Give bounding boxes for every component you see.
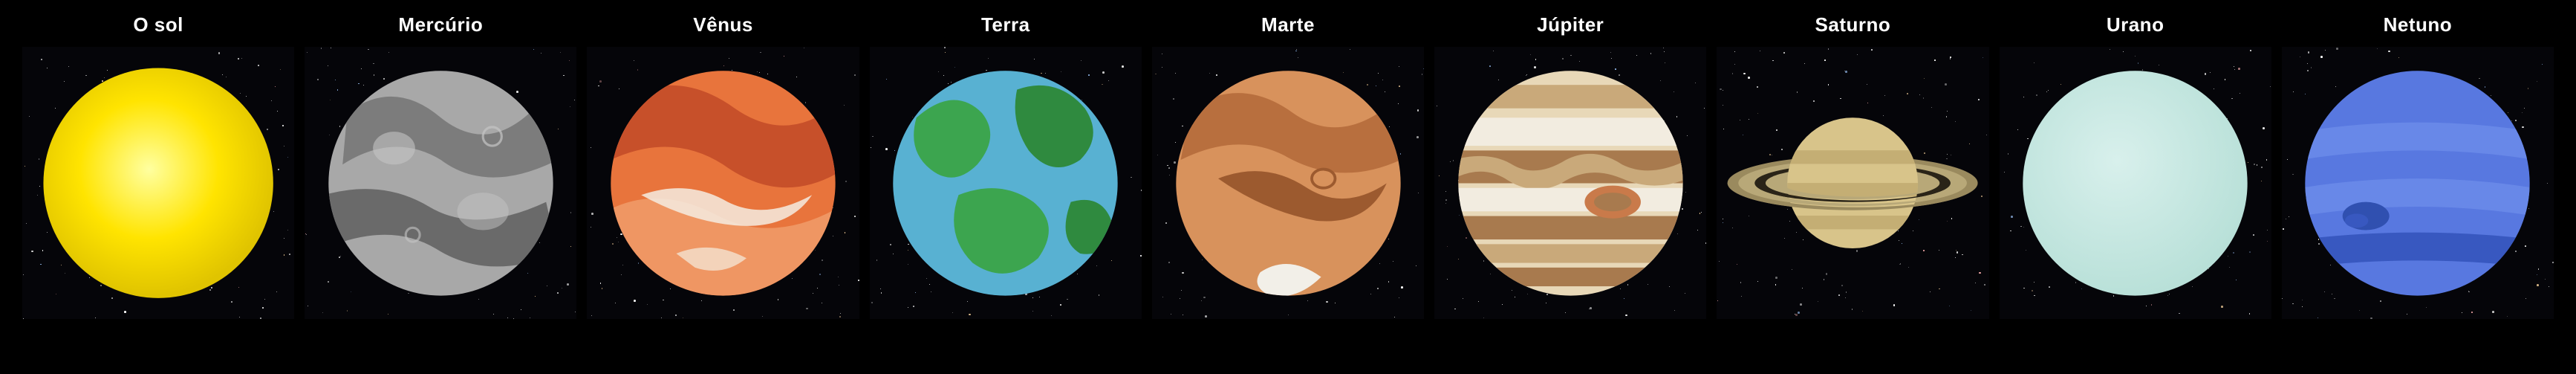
tile-earth: [870, 47, 1142, 319]
cell-sun: O sol: [22, 6, 294, 344]
label-saturn: Saturno: [1815, 6, 1891, 47]
label-venus: Vênus: [693, 6, 753, 47]
jupiter-graphic: [1454, 66, 1688, 300]
cell-neptune: Netuno: [2282, 6, 2554, 344]
sun-graphic: [39, 63, 278, 303]
label-sun: O sol: [133, 6, 183, 47]
venus-graphic: [606, 66, 840, 300]
tile-saturn: [1717, 47, 1988, 319]
label-neptune: Netuno: [2384, 6, 2453, 47]
tile-uranus: [2000, 47, 2271, 319]
mars-graphic: [1171, 66, 1405, 300]
label-mercury: Mercúrio: [398, 6, 483, 47]
label-earth: Terra: [981, 6, 1030, 47]
solar-system-row: O sol Mercúrio: [0, 0, 2576, 374]
tile-venus: [587, 47, 859, 319]
tile-jupiter: [1434, 47, 1706, 319]
mercury-graphic: [324, 66, 558, 300]
neptune-graphic: [2300, 66, 2534, 300]
cell-mercury: Mercúrio: [305, 6, 576, 344]
tile-neptune: [2282, 47, 2554, 319]
tile-mercury: [305, 47, 576, 319]
label-jupiter: Júpiter: [1537, 6, 1604, 47]
tile-sun: [22, 47, 294, 319]
label-uranus: Urano: [2107, 6, 2164, 47]
cell-uranus: Urano: [2000, 6, 2271, 344]
saturn-graphic: [1717, 47, 1988, 319]
cell-earth: Terra: [870, 6, 1142, 344]
tile-mars: [1152, 47, 1424, 319]
cell-venus: Vênus: [587, 6, 859, 344]
cell-mars: Marte: [1152, 6, 1424, 344]
earth-graphic: [888, 66, 1122, 300]
cell-jupiter: Júpiter: [1434, 6, 1706, 344]
cell-saturn: Saturno: [1717, 6, 1988, 344]
label-mars: Marte: [1261, 6, 1315, 47]
uranus-graphic: [2018, 66, 2252, 300]
